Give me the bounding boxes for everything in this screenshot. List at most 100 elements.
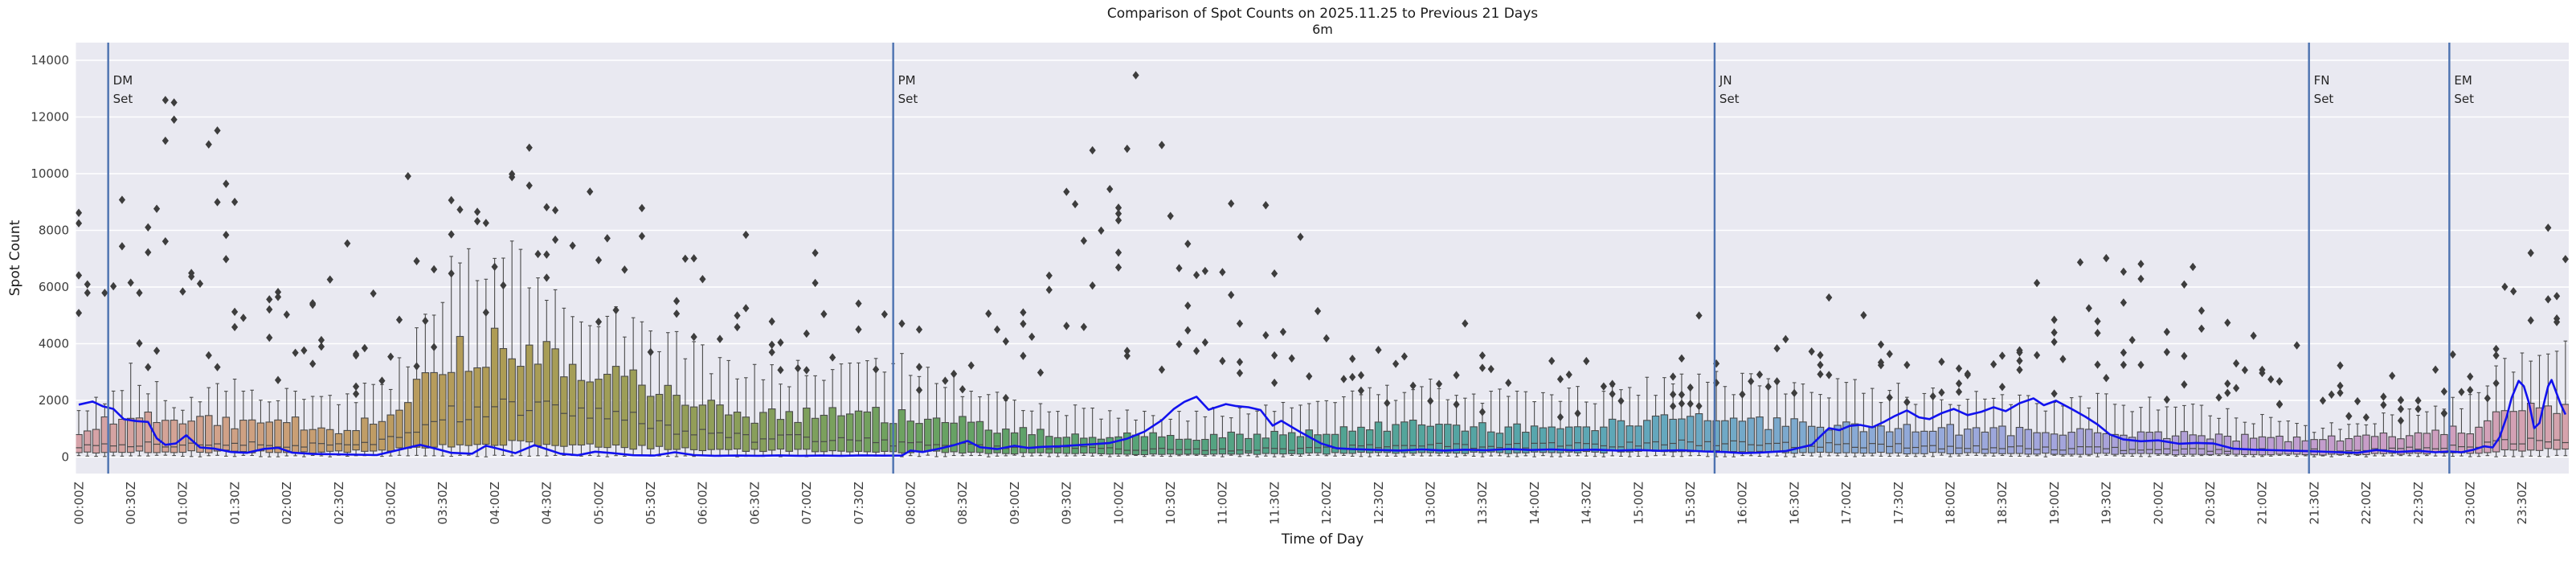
box (265, 421, 273, 453)
box (1842, 421, 1850, 453)
box (2301, 440, 2310, 456)
box (1669, 418, 1677, 453)
outlier-point (2033, 278, 2041, 288)
outlier-point (1955, 388, 1963, 396)
box (1071, 433, 1079, 454)
box (1045, 436, 1053, 454)
outlier-point (1192, 270, 1200, 280)
box (1184, 438, 1192, 455)
outlier-point (2337, 361, 2344, 370)
outlier-point (803, 329, 810, 338)
outlier-point (509, 170, 516, 178)
outlier-point (266, 333, 273, 343)
box (447, 371, 456, 448)
box (1600, 426, 1608, 453)
box (707, 400, 715, 450)
box (1218, 437, 1227, 455)
box (993, 433, 1001, 453)
box (1287, 432, 1296, 454)
x-tick-label: 08:00Z (904, 482, 918, 525)
outlier-point (2259, 368, 2266, 378)
outlier-point (239, 314, 247, 322)
outlier-point (292, 348, 299, 357)
outlier-point (1678, 354, 1686, 363)
outlier-point (2224, 379, 2231, 388)
box (2345, 437, 2353, 455)
box (845, 413, 854, 453)
box (1729, 417, 1738, 453)
box (1348, 430, 1356, 454)
event-line-label: PM (898, 73, 916, 88)
box (76, 433, 83, 453)
outlier-point (231, 322, 239, 332)
box (456, 335, 464, 445)
box (1660, 414, 1669, 453)
outlier-point (1236, 358, 1244, 367)
outlier-point (2224, 388, 2231, 397)
box (1756, 416, 1764, 452)
box (2136, 431, 2145, 454)
box (2067, 432, 2075, 455)
outlier-point (1297, 232, 1304, 241)
outlier-point (915, 325, 923, 334)
outlier-point (1045, 285, 1053, 294)
outlier-point (2051, 389, 2058, 398)
outlier-point (1002, 393, 1009, 403)
outlier-point (145, 223, 152, 232)
box (274, 419, 282, 453)
box (1435, 424, 1443, 454)
outlier-point (1123, 351, 1131, 360)
box (2518, 410, 2526, 452)
outlier-point (326, 275, 333, 284)
box (1495, 433, 1504, 453)
outlier-point (855, 299, 862, 308)
outlier-point (1228, 199, 1235, 208)
event-line-label: EM (2454, 73, 2472, 88)
box (1131, 434, 1140, 455)
event-line-label: FN (2314, 73, 2330, 88)
outlier-point (1114, 263, 1122, 272)
outlier-point (2232, 359, 2240, 368)
outlier-point (2215, 393, 2222, 402)
box (767, 408, 776, 451)
outlier-point (2380, 392, 2387, 401)
box (1409, 419, 1417, 454)
outlier-point (352, 351, 360, 360)
outlier-point (448, 195, 455, 205)
outlier-point (2224, 318, 2231, 327)
box (378, 420, 386, 451)
outlier-point (2232, 384, 2240, 392)
box (1886, 431, 1894, 454)
outlier-point (1167, 211, 1174, 220)
outlier-point (223, 255, 230, 264)
box (2050, 433, 2059, 455)
box (430, 371, 438, 448)
box (759, 412, 767, 453)
box (1834, 425, 1842, 454)
outlier-point (1600, 382, 1607, 391)
outlier-point (1002, 337, 1009, 346)
outlier-point (777, 366, 784, 375)
outlier-point (395, 315, 403, 324)
outlier-point (1929, 392, 1936, 401)
outlier-point (2051, 328, 2058, 337)
outlier-point (2337, 381, 2344, 391)
box (2292, 436, 2301, 455)
outlier-point (2163, 327, 2170, 337)
outlier-point (1609, 389, 1616, 399)
outlier-point (1478, 363, 1486, 372)
box (1556, 428, 1564, 453)
outlier-point (1262, 330, 1270, 340)
box (361, 417, 369, 452)
box (205, 415, 213, 453)
outlier-point (1219, 268, 1226, 277)
box (2466, 433, 2474, 454)
outlier-point (2267, 375, 2275, 384)
outlier-point (136, 338, 143, 348)
outlier-point (482, 308, 489, 317)
outlier-point (1288, 354, 1295, 363)
box (2397, 438, 2405, 455)
x-tick-label: 16:30Z (1787, 482, 1801, 525)
event-line-label: JN (1719, 73, 1732, 88)
